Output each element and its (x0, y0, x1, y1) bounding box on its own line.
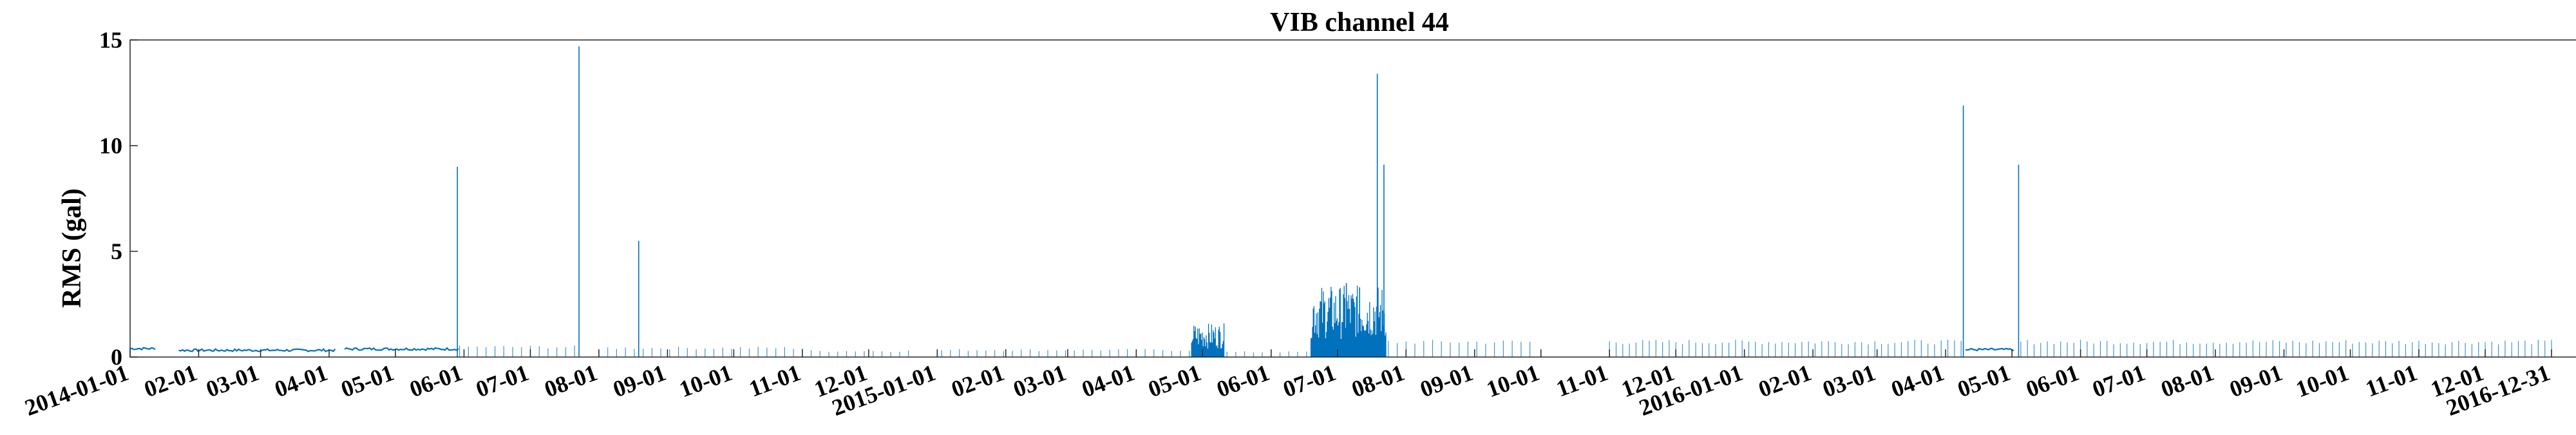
sparse-records-1 (459, 345, 575, 357)
x-tick-label: 06-01 (406, 360, 466, 402)
y-tick-label: 5 (111, 238, 122, 264)
baseline-segment-3 (344, 347, 459, 351)
x-tick-label: 09-01 (1417, 360, 1477, 402)
sparse-records-7 (1609, 340, 1962, 357)
x-tick-label: 03-01 (203, 360, 263, 402)
x-tick-label: 07-01 (2089, 360, 2149, 402)
x-tick-label: 07-01 (473, 360, 533, 402)
x-tick-label: 05-01 (1145, 360, 1205, 402)
x-tick-label: 11-01 (1553, 360, 1611, 402)
x-tick-label: 03-01 (1819, 360, 1879, 402)
x-tick-label: 08-01 (541, 360, 601, 402)
y-tick-label: 0 (111, 344, 122, 370)
sparse-records-2 (607, 346, 803, 357)
x-tick-label: 06-01 (1213, 360, 1273, 402)
baseline-segment-2 (178, 348, 336, 353)
x-tick-label: 02-01 (1755, 360, 1815, 402)
baseline-segment-1 (129, 347, 156, 351)
y-tick-label: 10 (99, 133, 122, 159)
x-tick-label: 04-01 (1078, 360, 1138, 402)
sparse-records-5 (1226, 351, 1307, 357)
x-tick-label: 02-01 (948, 360, 1008, 402)
sparse-records-3 (802, 350, 909, 357)
x-tick-label: 2014-01-01 (21, 360, 132, 421)
x-tick-label: 05-01 (1954, 360, 2014, 402)
chart-title: VIB channel 44 (1270, 8, 1449, 37)
x-tick-label: 09-01 (610, 360, 670, 402)
dense-burst-2 (1310, 285, 1387, 357)
x-tick-label: 04-01 (1888, 360, 1947, 402)
baseline-segment-4 (1965, 347, 2014, 352)
x-tick-label: 02-01 (141, 360, 201, 402)
x-tick-label: 11-01 (746, 360, 804, 402)
x-tick-label: 10-01 (2293, 360, 2353, 402)
data-layer (129, 46, 2552, 357)
x-tick-label: 10-01 (1483, 360, 1543, 402)
plot-frame (129, 39, 2576, 358)
sparse-records-8 (2020, 340, 2552, 357)
x-tick-label: 09-01 (2226, 360, 2286, 402)
x-tick-label: 06-01 (2023, 360, 2083, 402)
x-tick-label: 05-01 (337, 360, 397, 402)
x-tick-label: 03-01 (1010, 360, 1070, 402)
x-tick-label: 07-01 (1280, 360, 1340, 402)
x-tick-label: 11-01 (2362, 360, 2421, 402)
y-axis: 0 5 10 15 (99, 27, 138, 370)
x-tick-label: 04-01 (271, 360, 331, 402)
x-axis: 2014-01-01 02-01 03-01 04-01 05-01 06-01 07-01… (21, 349, 2553, 421)
x-tick-label: 08-01 (2157, 360, 2217, 402)
x-tick-label: 10-01 (676, 360, 736, 402)
y-axis-title: RMS (gal) (57, 188, 87, 307)
y-tick-label: 15 (99, 27, 122, 53)
sparse-records-6 (1388, 340, 1531, 357)
dense-burst-1 (1191, 323, 1225, 357)
x-tick-label: 08-01 (1348, 360, 1408, 402)
sparse-records-4 (941, 349, 1190, 357)
